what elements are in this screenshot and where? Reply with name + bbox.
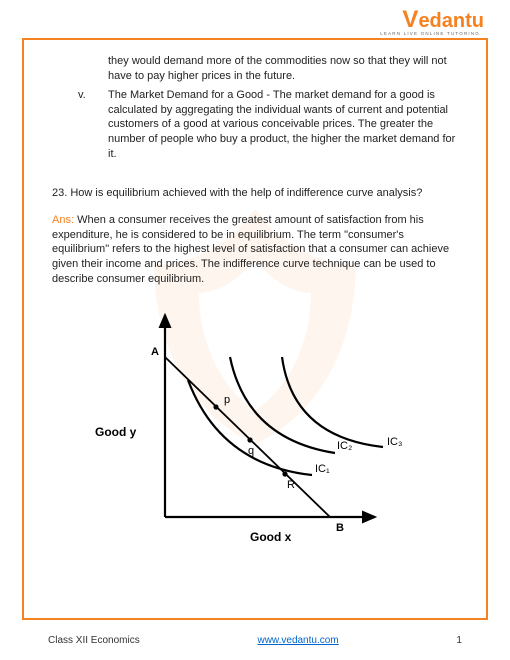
page-footer: Class XII Economics www.vedantu.com 1 [48, 635, 462, 646]
svg-text:IC₂: IC₂ [337, 440, 352, 452]
footer-link[interactable]: www.vedantu.com [257, 635, 338, 646]
page-content: they would demand more of the commoditie… [24, 46, 486, 557]
brand-tagline: LEARN LIVE ONLINE TUTORING [380, 31, 480, 36]
list-item-number: v. [78, 88, 108, 162]
svg-text:B: B [336, 522, 344, 534]
list-item-text: The Market Demand for a Good - The marke… [108, 88, 458, 162]
continuation-tail: they would demand more of the commoditie… [52, 54, 458, 84]
question-block: 23. How is equilibrium achieved with the… [52, 186, 458, 201]
answer-label: Ans: [52, 214, 74, 226]
svg-text:A: A [151, 346, 159, 358]
question-text: How is equilibrium achieved with the hel… [70, 187, 422, 199]
answer-text: When a consumer receives the greatest am… [52, 214, 449, 285]
list-item-v: v. The Market Demand for a Good - The ma… [52, 88, 458, 162]
svg-text:p: p [224, 394, 230, 406]
footer-pagenum: 1 [456, 635, 462, 646]
question-number: 23. [52, 187, 67, 199]
continuation-tail-text: they would demand more of the commoditie… [108, 55, 447, 82]
chart-svg: IC₁ IC₂ IC₃ Ap q R B Good x Good y [75, 297, 435, 557]
page-border: they would demand more of the commoditie… [22, 38, 488, 620]
answer-block: Ans: When a consumer receives the greate… [52, 213, 458, 287]
footer-left: Class XII Economics [48, 635, 140, 646]
indifference-curve-chart: IC₁ IC₂ IC₃ Ap q R B Good x Good y [52, 297, 458, 557]
svg-text:IC₁: IC₁ [315, 463, 330, 475]
brand-logo: Vedantu [402, 8, 484, 32]
svg-text:IC₃: IC₃ [387, 436, 402, 448]
svg-text:R: R [287, 479, 295, 491]
svg-text:Good y: Good y [95, 425, 137, 439]
svg-text:Good x: Good x [250, 530, 292, 544]
svg-text:q: q [248, 445, 254, 457]
